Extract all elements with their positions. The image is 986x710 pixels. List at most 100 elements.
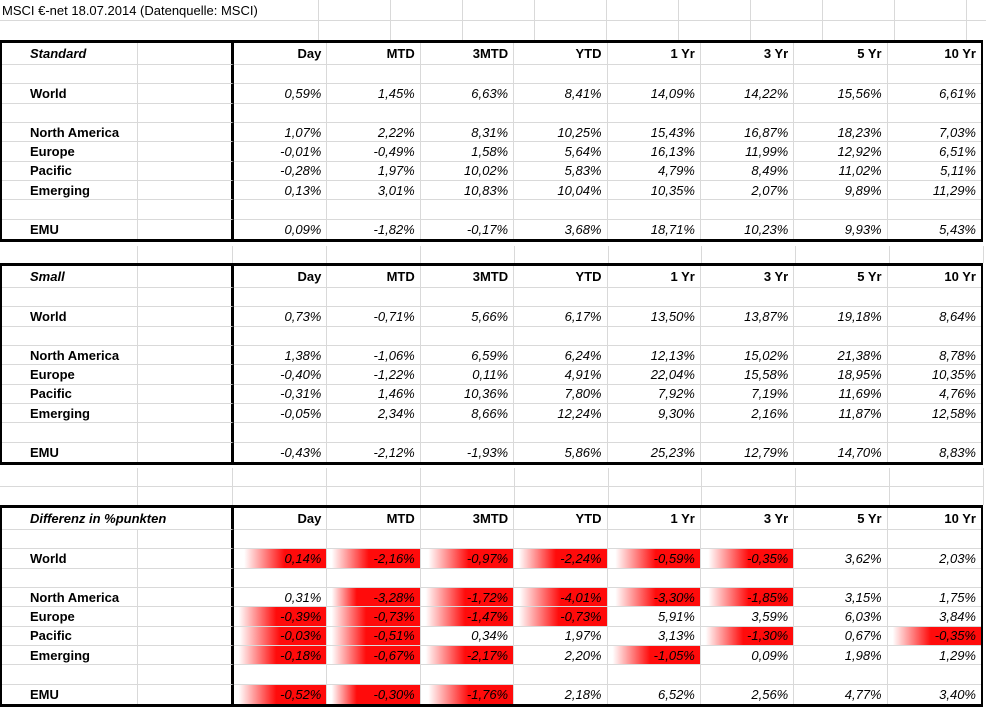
cell-small-world-ytd[interactable]: 6,17% [514,307,608,327]
column-header-ytd[interactable]: YTD [514,508,608,530]
cell-standard-emerging-mtd[interactable]: 3,01% [327,181,421,201]
row-label-small-europe[interactable]: Europe [2,365,138,385]
empty-cell[interactable] [514,326,608,346]
empty-cell[interactable] [327,65,421,85]
empty-cell[interactable] [607,326,701,346]
cell-differenz-world-mtd[interactable]: -2,16% [327,549,421,569]
cell-small-north-america-10-yr[interactable]: 8,78% [887,346,981,366]
cell-standard-europe-mtd[interactable]: -0,49% [327,142,421,162]
empty-cell[interactable] [2,530,138,550]
cell-small-europe-3mtd[interactable]: 0,11% [420,365,515,385]
cell-small-north-america-3mtd[interactable]: 6,59% [420,346,515,366]
cell-standard-emu-3mtd[interactable]: -0,17% [421,219,515,239]
cell-small-emerging-ytd[interactable]: 12,24% [514,404,608,424]
cell-differenz-emu-mtd[interactable]: -0,30% [327,684,421,704]
cell-differenz-world-3-yr[interactable]: -0,35% [700,549,795,569]
cell-standard-emu-ytd[interactable]: 3,68% [514,219,608,239]
column-header-1-yr[interactable]: 1 Yr [607,43,701,65]
cell-small-emerging-3-yr[interactable]: 2,16% [700,404,795,424]
cell-standard-europe-day[interactable]: -0,01% [234,142,328,162]
empty-cell[interactable] [420,103,515,123]
cell-differenz-europe-1-yr[interactable]: 5,91% [607,607,701,627]
cell-differenz-emerging-10-yr[interactable]: 1,29% [887,646,981,666]
cell-differenz-north-america-3-yr[interactable]: -1,85% [700,588,795,608]
empty-cell[interactable] [794,65,888,85]
cell-standard-world-5-yr[interactable]: 15,56% [794,84,888,104]
empty-cell[interactable] [887,104,981,123]
cell-standard-emu-1-yr[interactable]: 18,71% [608,219,701,239]
cell-standard-emerging-5-yr[interactable]: 9,89% [794,181,888,201]
empty-cell[interactable] [138,530,234,550]
row-label-small-pacific[interactable]: Pacific [2,384,138,404]
row-label-standard-north-america[interactable]: North America [2,123,138,143]
cell-differenz-world-3mtd[interactable]: -0,97% [420,549,515,569]
empty-cell[interactable] [514,530,608,550]
empty-cell[interactable] [138,508,234,530]
cell-differenz-emerging-day[interactable]: -0,18% [234,646,328,666]
cell-differenz-pacific-day[interactable]: -0,03% [234,626,328,646]
empty-cell[interactable] [514,200,608,220]
cell-small-world-10-yr[interactable]: 8,64% [887,307,981,327]
empty-cell[interactable] [138,84,234,104]
empty-cell[interactable] [887,665,981,685]
empty-cell[interactable] [327,288,421,308]
cell-differenz-world-5-yr[interactable]: 3,62% [794,549,888,569]
cell-differenz-europe-ytd[interactable]: -0,73% [514,607,608,627]
cell-standard-emu-5-yr[interactable]: 9,93% [794,219,888,239]
column-header-1-yr[interactable]: 1 Yr [607,508,701,530]
column-header-10-yr[interactable]: 10 Yr [887,43,981,65]
row-label-standard-emerging[interactable]: Emerging [2,181,138,201]
column-header-mtd[interactable]: MTD [327,43,421,65]
empty-cell[interactable] [794,568,888,588]
cell-standard-emu-day[interactable]: 0,09% [234,219,328,239]
empty-cell[interactable] [607,665,701,685]
empty-cell[interactable] [700,200,795,220]
cell-small-europe-10-yr[interactable]: 10,35% [887,365,981,385]
cell-small-pacific-1-yr[interactable]: 7,92% [607,384,701,404]
empty-cell[interactable] [607,65,701,85]
cell-small-world-3-yr[interactable]: 13,87% [700,307,795,327]
cell-small-pacific-day[interactable]: -0,31% [234,384,328,404]
cell-differenz-world-1-yr[interactable]: -0,59% [607,549,701,569]
cell-standard-pacific-day[interactable]: -0,28% [234,161,328,181]
cell-standard-europe-3-yr[interactable]: 11,99% [700,142,795,162]
table-title-standard[interactable]: Standard [2,43,138,65]
cell-standard-world-1-yr[interactable]: 14,09% [607,84,701,104]
empty-cell[interactable] [138,43,234,65]
cell-small-emerging-5-yr[interactable]: 11,87% [794,404,888,424]
cell-small-pacific-10-yr[interactable]: 4,76% [887,385,981,404]
row-label-differenz-world[interactable]: World [2,549,138,569]
empty-cell[interactable] [420,423,515,443]
empty-cell[interactable] [327,530,421,550]
cell-standard-world-3-yr[interactable]: 14,22% [700,84,795,104]
empty-cell[interactable] [607,568,701,588]
cell-small-emu-3mtd[interactable]: -1,93% [421,442,515,462]
sheet-title-cell[interactable]: MSCI €-net 18.07.2014 (Datenquelle: MSCI… [2,3,258,18]
cell-differenz-north-america-5-yr[interactable]: 3,15% [794,588,888,608]
cell-differenz-north-america-10-yr[interactable]: 1,75% [887,588,981,608]
empty-cell[interactable] [887,530,981,550]
cell-standard-europe-3mtd[interactable]: 1,58% [420,142,515,162]
cell-standard-europe-ytd[interactable]: 5,64% [514,142,608,162]
empty-cell[interactable] [794,200,888,220]
empty-cell[interactable] [2,288,138,308]
cell-standard-world-day[interactable]: 0,59% [234,84,328,104]
empty-cell[interactable] [2,200,138,220]
cell-standard-north-america-ytd[interactable]: 10,25% [514,123,608,143]
cell-differenz-pacific-1-yr[interactable]: 3,13% [607,626,701,646]
cell-standard-emerging-3mtd[interactable]: 10,83% [420,181,515,201]
cell-standard-pacific-10-yr[interactable]: 5,11% [887,162,981,181]
row-label-differenz-europe[interactable]: Europe [2,607,138,627]
empty-cell[interactable] [327,103,421,123]
empty-cell[interactable] [138,423,234,443]
empty-cell[interactable] [138,161,234,181]
cell-small-pacific-mtd[interactable]: 1,46% [327,384,421,404]
column-header-day[interactable]: Day [234,43,328,65]
column-header-3mtd[interactable]: 3MTD [420,43,515,65]
empty-cell[interactable] [138,568,234,588]
empty-cell[interactable] [420,65,515,85]
cell-small-europe-1-yr[interactable]: 22,04% [607,365,701,385]
cell-small-emerging-mtd[interactable]: 2,34% [327,404,421,424]
empty-cell[interactable] [794,530,888,550]
cell-differenz-north-america-mtd[interactable]: -3,28% [327,588,421,608]
